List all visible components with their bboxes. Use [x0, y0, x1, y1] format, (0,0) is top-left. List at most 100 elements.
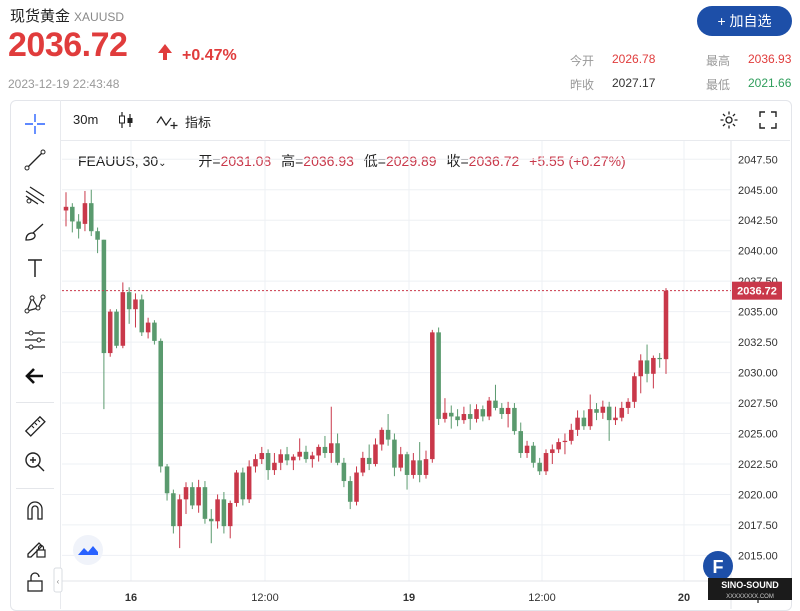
crosshair-icon[interactable]	[22, 111, 48, 137]
legend-open-label: 开=	[198, 153, 221, 169]
candle-body	[404, 454, 410, 475]
candle	[82, 190, 88, 232]
ruler-icon[interactable]	[22, 413, 48, 439]
fib-tool-icon[interactable]	[22, 183, 48, 209]
candle	[613, 406, 618, 425]
candle-body	[430, 332, 435, 460]
candle	[373, 438, 378, 467]
candle-body	[499, 407, 505, 415]
y-tick-label: 2027.50	[738, 398, 778, 410]
add-watchlist-button[interactable]: + 加自选	[697, 6, 792, 36]
fullscreen-icon[interactable]	[758, 110, 778, 133]
x-tick-label: 12:00	[251, 592, 279, 604]
settings-gear-icon[interactable]	[719, 110, 739, 133]
text-tool-icon[interactable]	[22, 255, 48, 281]
toolbar-divider	[16, 402, 54, 403]
candle	[524, 440, 530, 458]
candle-body	[322, 446, 328, 454]
unlock-icon[interactable]	[22, 569, 48, 595]
candle	[297, 438, 302, 461]
candle	[518, 422, 524, 458]
svg-text:SINO-SOUND: SINO-SOUND	[721, 580, 779, 590]
candle	[63, 192, 69, 227]
up-arrow-icon	[158, 44, 172, 53]
candle	[272, 453, 277, 475]
candle	[240, 467, 246, 506]
candle-body	[587, 409, 593, 427]
y-tick-label: 2035.00	[738, 307, 778, 319]
candle	[196, 479, 201, 513]
candle	[101, 239, 107, 410]
candle	[474, 404, 479, 423]
measure-range-icon[interactable]	[22, 327, 48, 353]
indicators-button[interactable]: 指标	[185, 115, 212, 130]
legend-symbol[interactable]: FEAUUS, 30	[78, 153, 159, 169]
stat-low: 最低 2021.66	[706, 76, 791, 93]
candle	[202, 481, 208, 524]
candle	[385, 414, 391, 446]
lock-drawing-icon[interactable]	[22, 534, 48, 560]
candle	[133, 293, 138, 328]
candle	[208, 509, 214, 544]
candle	[430, 329, 435, 463]
candle	[139, 294, 145, 337]
candle-body	[234, 472, 239, 503]
candle	[625, 398, 631, 415]
tv-logo[interactable]	[73, 535, 103, 565]
candle	[562, 433, 568, 455]
candle-body	[328, 443, 334, 454]
magnet-icon[interactable]	[22, 498, 48, 524]
candle-body	[120, 292, 126, 346]
axes: 2047.502045.002042.502040.002037.502035.…	[62, 141, 782, 609]
candle-body	[524, 445, 530, 454]
y-tick-label: 2040.00	[738, 246, 778, 258]
legend-high-label: 高=	[281, 153, 304, 169]
indicators-icon[interactable]	[156, 112, 180, 133]
candle	[486, 396, 492, 421]
scroll-handle[interactable]: ‹	[53, 567, 63, 593]
candle-body	[278, 454, 284, 463]
candle-body	[259, 453, 265, 460]
candle	[600, 400, 606, 419]
legend-close: 2036.72	[468, 153, 520, 169]
pattern-tool-icon[interactable]	[22, 291, 48, 317]
y-tick-label: 2042.50	[738, 215, 778, 227]
candle-body	[373, 444, 378, 464]
quote-timestamp: 2023-12-19 22:43:48	[8, 77, 120, 91]
candle-body	[550, 449, 555, 454]
chevron-down-icon[interactable]: ⌄	[158, 158, 167, 169]
candle-body	[556, 442, 561, 450]
candle-body	[139, 299, 145, 333]
candle-body	[651, 357, 656, 374]
trend-line-icon[interactable]	[22, 147, 48, 173]
candle	[246, 460, 252, 503]
candle-body	[417, 460, 422, 475]
legend-change: +5.55 (+0.27%)	[529, 153, 626, 169]
x-tick-label: 19	[403, 592, 415, 604]
candle	[587, 394, 593, 430]
candle	[499, 403, 505, 419]
stat-low-label: 最低	[706, 78, 731, 92]
candle	[95, 227, 100, 254]
candle-type-icon[interactable]	[117, 111, 135, 132]
ohlc-legend: FEAUUS, 30⌄ 开=2031.08 高=2036.93 低=2029.8…	[78, 151, 632, 171]
instrument-title: 现货黄金 XAUUSD	[10, 5, 124, 26]
candle	[303, 445, 309, 463]
candle-body	[158, 340, 164, 467]
candle	[594, 403, 599, 421]
interval-selector[interactable]: 30m	[73, 112, 99, 127]
watermark-logo: F SINO-SOUND XXXXXXXX.COM	[703, 551, 792, 600]
candle	[152, 320, 157, 345]
candle	[575, 410, 580, 436]
candle-body	[335, 443, 340, 463]
candle-body	[202, 487, 208, 519]
candle-body	[467, 414, 473, 419]
zoom-in-icon[interactable]	[22, 449, 48, 475]
y-tick-label: 2017.50	[738, 520, 778, 532]
brush-icon[interactable]	[22, 219, 48, 245]
candle-body	[594, 409, 599, 413]
back-arrow-icon[interactable]	[22, 363, 48, 389]
candle-body	[531, 445, 536, 463]
candle-body	[360, 457, 366, 473]
